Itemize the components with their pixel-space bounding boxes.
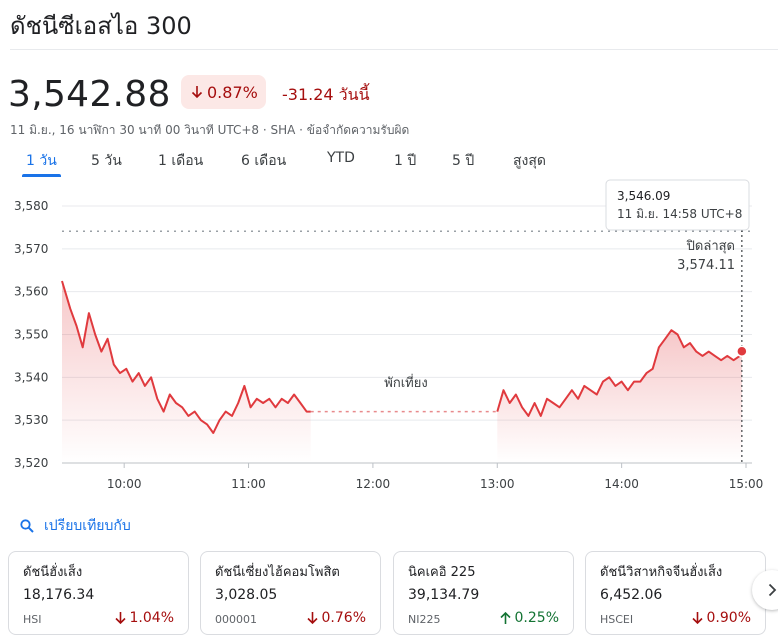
arrow-up-icon bbox=[499, 611, 511, 624]
search-icon bbox=[20, 519, 34, 533]
tab-1-day[interactable]: 1 วัน bbox=[22, 150, 61, 177]
tooltip-value: 3,546.09 bbox=[617, 189, 670, 203]
card-value: 39,134.79 bbox=[408, 587, 480, 603]
card-change-value: 0.25% bbox=[514, 610, 559, 626]
card-change: 0.25% bbox=[499, 610, 559, 626]
x-tick-label: 13:00 bbox=[480, 477, 515, 491]
change-percent-badge: 0.87% bbox=[181, 75, 266, 109]
session2-line bbox=[496, 329, 743, 417]
card-name: ดัชนีวิสาหกิจจีนฮั่งเส็ง bbox=[600, 565, 723, 580]
change-absolute: -31.24 วันนี้ bbox=[282, 85, 370, 104]
tooltip-time: 11 มิ.ย. 14:58 UTC+8 bbox=[617, 207, 742, 221]
quote-meta: 11 มิ.ย., 16 นาฬิกา 30 นาที 00 วินาที UT… bbox=[10, 123, 410, 137]
change-percent-value: 0.87% bbox=[207, 82, 258, 102]
y-tick-label: 3,580 bbox=[14, 199, 48, 213]
session1-area bbox=[62, 281, 311, 463]
x-tick-label: 10:00 bbox=[107, 477, 142, 491]
compare-button[interactable]: เปรียบเทียบกับ bbox=[20, 515, 131, 537]
tab-1-year[interactable]: 1 ปี bbox=[394, 153, 417, 169]
price-chart[interactable]: 3,520 3,530 3,540 3,550 3,560 3,570 3,580 10:0… bbox=[0, 178, 778, 498]
card-change: 0.90% bbox=[691, 610, 751, 626]
card-change: 0.76% bbox=[306, 610, 366, 626]
arrow-down-icon bbox=[114, 612, 126, 625]
x-tick-label: 15:00 bbox=[729, 477, 764, 491]
divider bbox=[10, 49, 778, 50]
card-value: 3,028.05 bbox=[215, 587, 278, 603]
card-symbol: HSCEI bbox=[600, 613, 634, 626]
card-value: 6,452.06 bbox=[600, 587, 663, 603]
compare-card-hsi[interactable]: ดัชนีฮั่งเส็ง 18,176.34 HSI 1.04% bbox=[8, 551, 189, 635]
arrow-down-icon bbox=[306, 612, 318, 625]
x-tick-label: 11:00 bbox=[231, 477, 266, 491]
card-change-value: 0.90% bbox=[706, 610, 751, 626]
tab-ytd[interactable]: YTD bbox=[327, 150, 355, 166]
lunch-break-label: พักเที่ยง bbox=[384, 374, 427, 391]
compare-card-shanghai[interactable]: ดัชนีเซี่ยงไฮ้คอมโพสิต 3,028.05 000001 0… bbox=[200, 551, 381, 635]
tab-6-months[interactable]: 6 เดือน bbox=[241, 153, 287, 169]
y-tick-label: 3,560 bbox=[14, 285, 48, 299]
tab-1-month[interactable]: 1 เดือน bbox=[158, 153, 204, 169]
y-tick-label: 3,540 bbox=[14, 370, 48, 384]
tab-5-years[interactable]: 5 ปี bbox=[452, 153, 475, 169]
next-cards-button[interactable] bbox=[752, 570, 778, 610]
card-name: ดัชนีเซี่ยงไฮ้คอมโพสิต bbox=[215, 565, 340, 580]
card-change: 1.04% bbox=[114, 610, 174, 626]
compare-card-nikkei[interactable]: นิคเคอิ 225 39,134.79 NI225 0.25% bbox=[393, 551, 574, 635]
card-name: นิคเคอิ 225 bbox=[408, 565, 476, 580]
session1-line bbox=[61, 280, 311, 434]
x-tick-label: 12:00 bbox=[356, 477, 391, 491]
current-price: 3,542.88 bbox=[8, 74, 171, 115]
tab-5-days[interactable]: 5 วัน bbox=[91, 153, 122, 169]
hover-point bbox=[736, 345, 748, 357]
y-tick-label: 3,530 bbox=[14, 413, 48, 427]
card-symbol: HSI bbox=[23, 613, 42, 626]
session2-area bbox=[497, 330, 742, 463]
arrow-down-icon bbox=[191, 86, 203, 99]
card-name: ดัชนีฮั่งเส็ง bbox=[23, 565, 83, 580]
tab-max[interactable]: สูงสุด bbox=[513, 153, 547, 169]
previous-close-label: ปิดล่าสุด bbox=[686, 239, 735, 254]
arrow-down-icon bbox=[691, 612, 703, 625]
y-tick-label: 3,550 bbox=[14, 328, 48, 342]
y-tick-label: 3,520 bbox=[14, 456, 48, 470]
page-title: ดัชนีซีเอสไอ 300 bbox=[10, 12, 192, 40]
card-change-value: 1.04% bbox=[129, 610, 174, 626]
chart-tooltip: 3,546.09 11 มิ.ย. 14:58 UTC+8 bbox=[605, 179, 750, 231]
x-tick-label: 14:00 bbox=[604, 477, 639, 491]
previous-close-value: 3,574.11 bbox=[677, 258, 735, 273]
compare-card-hscei[interactable]: ดัชนีวิสาหกิจจีนฮั่งเส็ง 6,452.06 HSCEI … bbox=[585, 551, 766, 635]
card-symbol: 000001 bbox=[215, 613, 257, 626]
card-change-value: 0.76% bbox=[321, 610, 366, 626]
card-symbol: NI225 bbox=[408, 613, 441, 626]
y-tick-label: 3,570 bbox=[14, 242, 48, 256]
card-value: 18,176.34 bbox=[23, 587, 95, 603]
compare-label: เปรียบเทียบกับ bbox=[44, 518, 131, 534]
chevron-right-icon bbox=[768, 583, 777, 597]
